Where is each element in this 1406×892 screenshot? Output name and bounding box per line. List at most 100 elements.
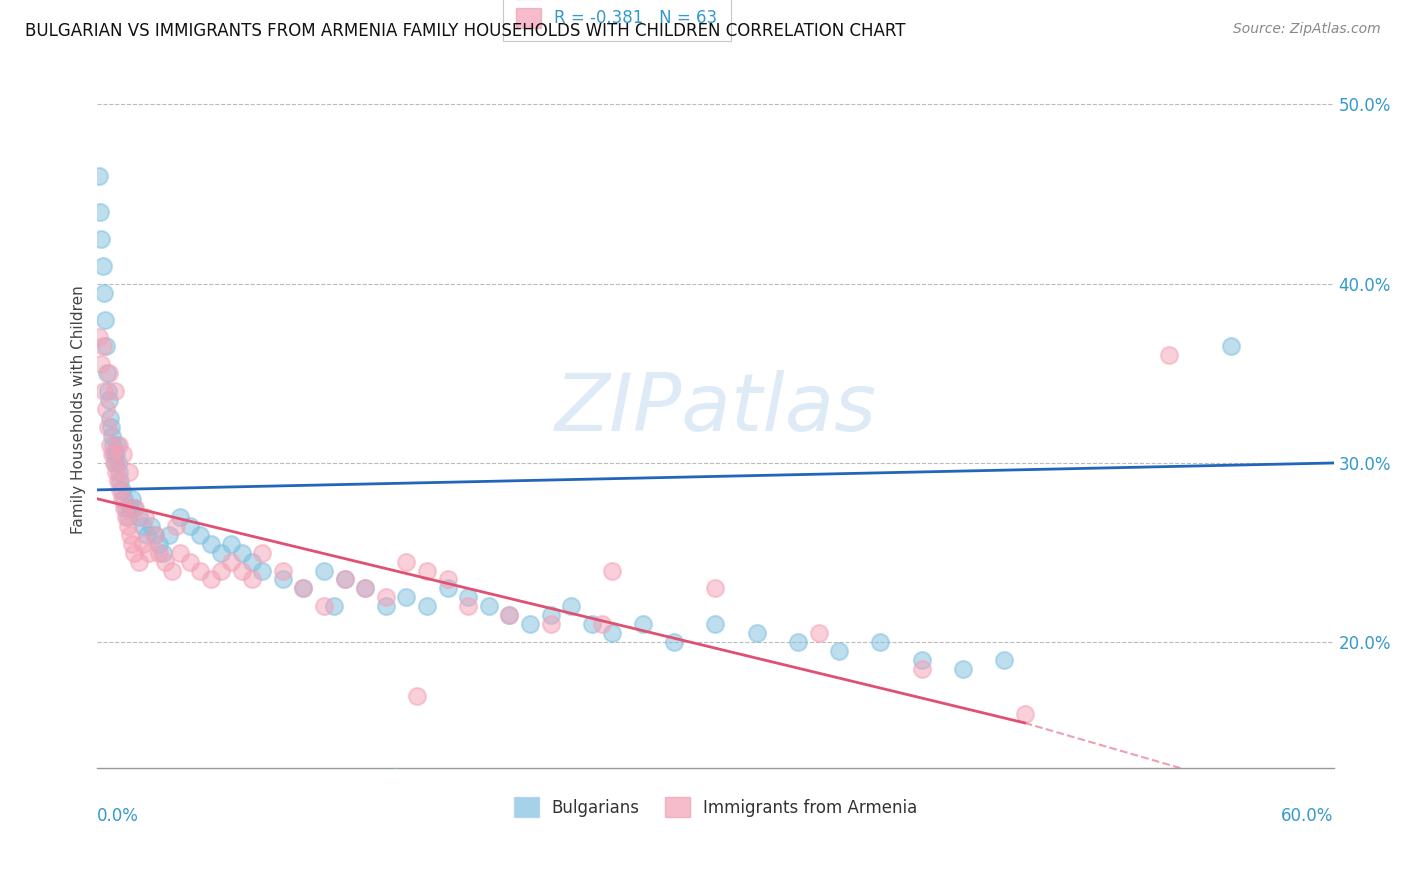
Point	[416, 599, 439, 614]
Point	[118, 465, 141, 479]
Point	[97, 420, 120, 434]
Point	[807, 626, 830, 640]
Point	[395, 555, 418, 569]
Point	[94, 339, 117, 353]
Point	[745, 626, 768, 640]
Point	[498, 608, 520, 623]
Y-axis label: Family Households with Children: Family Households with Children	[72, 285, 86, 533]
Point	[323, 599, 346, 614]
Point	[112, 447, 135, 461]
Point	[179, 518, 201, 533]
Point	[108, 438, 131, 452]
Point	[100, 447, 122, 461]
Point	[271, 573, 294, 587]
Point	[97, 393, 120, 408]
Point	[165, 518, 187, 533]
Point	[91, 339, 114, 353]
Point	[993, 653, 1015, 667]
Text: BULGARIAN VS IMMIGRANTS FROM ARMENIA FAMILY HOUSEHOLDS WITH CHILDREN CORRELATION: BULGARIAN VS IMMIGRANTS FROM ARMENIA FAM…	[25, 22, 905, 40]
Point	[190, 564, 212, 578]
Legend: Bulgarians, Immigrants from Armenia: Bulgarians, Immigrants from Armenia	[508, 790, 924, 824]
Point	[120, 527, 142, 541]
Point	[1219, 339, 1241, 353]
Point	[117, 518, 139, 533]
Point	[104, 456, 127, 470]
Point	[333, 573, 356, 587]
Point	[869, 635, 891, 649]
Point	[128, 509, 150, 524]
Point	[240, 555, 263, 569]
Point	[179, 555, 201, 569]
Point	[100, 429, 122, 443]
Point	[581, 617, 603, 632]
Point	[416, 564, 439, 578]
Point	[231, 564, 253, 578]
Point	[91, 259, 114, 273]
Point	[312, 599, 335, 614]
Point	[1157, 348, 1180, 362]
Point	[108, 483, 131, 497]
Point	[155, 555, 177, 569]
Point	[498, 608, 520, 623]
Point	[312, 564, 335, 578]
Point	[209, 564, 232, 578]
Point	[104, 447, 127, 461]
Point	[169, 546, 191, 560]
Point	[436, 573, 458, 587]
Point	[128, 555, 150, 569]
Point	[115, 509, 138, 524]
Point	[209, 546, 232, 560]
Point	[160, 564, 183, 578]
Text: ZIPatlas: ZIPatlas	[554, 370, 876, 448]
Point	[93, 384, 115, 399]
Point	[101, 438, 124, 452]
Point	[560, 599, 582, 614]
Point	[143, 527, 166, 541]
Point	[1014, 706, 1036, 721]
Point	[952, 662, 974, 676]
Point	[436, 582, 458, 596]
Point	[90, 357, 112, 371]
Point	[910, 653, 932, 667]
Point	[704, 617, 727, 632]
Point	[250, 546, 273, 560]
Point	[108, 474, 131, 488]
Point	[540, 608, 562, 623]
Point	[519, 617, 541, 632]
Point	[107, 456, 129, 470]
Point	[121, 491, 143, 506]
Point	[333, 573, 356, 587]
Point	[152, 546, 174, 560]
Point	[478, 599, 501, 614]
Text: 0.0%: 0.0%	[97, 807, 139, 825]
Point	[108, 465, 131, 479]
Point	[200, 536, 222, 550]
Point	[138, 546, 160, 560]
Point	[111, 491, 134, 506]
Point	[374, 599, 396, 614]
Point	[231, 546, 253, 560]
Point	[664, 635, 686, 649]
Point	[219, 536, 242, 550]
Point	[104, 465, 127, 479]
Point	[93, 312, 115, 326]
Point	[591, 617, 613, 632]
Point	[828, 644, 851, 658]
Point	[395, 591, 418, 605]
Point	[457, 599, 479, 614]
Point	[292, 582, 315, 596]
Point	[540, 617, 562, 632]
Point	[169, 509, 191, 524]
Point	[103, 447, 125, 461]
Point	[134, 509, 156, 524]
Point	[124, 546, 146, 560]
Point	[292, 582, 315, 596]
Point	[107, 474, 129, 488]
Point	[93, 285, 115, 300]
Point	[787, 635, 810, 649]
Point	[105, 438, 128, 452]
Point	[97, 367, 120, 381]
Point	[602, 626, 624, 640]
Point	[103, 456, 125, 470]
Point	[704, 582, 727, 596]
